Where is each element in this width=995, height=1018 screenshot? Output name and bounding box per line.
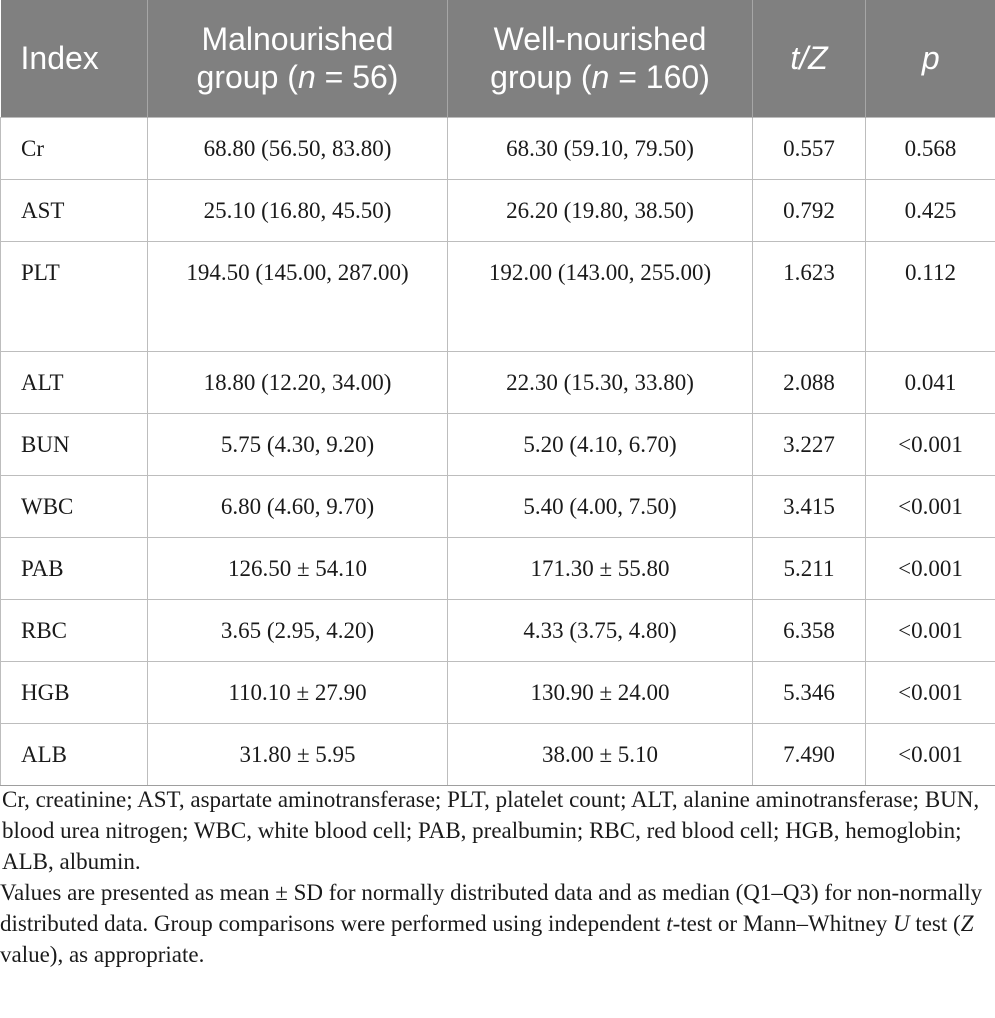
cell-p: 0.425	[865, 178, 995, 242]
cell-index: RBC	[0, 598, 148, 662]
methods-note: Values are presented as mean ± SD for no…	[0, 880, 983, 967]
cell-well-nourished: 38.00 ± 5.10	[447, 722, 753, 786]
abbreviations-note: Cr, creatinine; AST, aspartate aminotran…	[2, 787, 980, 874]
cell-well-nourished: 5.40 (4.00, 7.50)	[447, 474, 753, 538]
cell-index: AST	[0, 178, 148, 242]
cell-t-z: 2.088	[752, 350, 866, 414]
cell-t-z: 0.792	[752, 178, 866, 242]
cell-t-z: 0.557	[752, 116, 866, 180]
header-p: p	[865, 0, 995, 117]
cell-t-z: 5.346	[752, 660, 866, 724]
cell-malnourished: 25.10 (16.80, 45.50)	[147, 178, 448, 242]
cell-well-nourished: 5.20 (4.10, 6.70)	[447, 412, 753, 476]
cell-index: Cr	[0, 116, 148, 180]
table-footnotes: Cr, creatinine; AST, aspartate aminotran…	[0, 784, 990, 970]
cell-malnourished: 6.80 (4.60, 9.70)	[147, 474, 448, 538]
cell-p: <0.001	[865, 412, 995, 476]
cell-t-z: 6.358	[752, 598, 866, 662]
cell-p: 0.041	[865, 350, 995, 414]
header-index: Index	[0, 0, 148, 117]
cell-malnourished: 126.50 ± 54.10	[147, 536, 448, 600]
cell-index: PLT	[0, 240, 148, 352]
table-row: HGB 110.10 ± 27.90 130.90 ± 24.00 5.346 …	[0, 660, 995, 724]
cell-p: <0.001	[865, 722, 995, 786]
header-well-nourished: Well-nourished group (n = 160)	[447, 0, 753, 117]
cell-p: <0.001	[865, 660, 995, 724]
table-row: ALT 18.80 (12.20, 34.00) 22.30 (15.30, 3…	[0, 350, 995, 414]
cell-index: WBC	[0, 474, 148, 538]
cell-malnourished: 3.65 (2.95, 4.20)	[147, 598, 448, 662]
cell-t-z: 3.227	[752, 412, 866, 476]
cell-well-nourished: 26.20 (19.80, 38.50)	[447, 178, 753, 242]
cell-t-z: 3.415	[752, 474, 866, 538]
cell-index: ALB	[0, 722, 148, 786]
cell-malnourished: 18.80 (12.20, 34.00)	[147, 350, 448, 414]
cell-malnourished: 31.80 ± 5.95	[147, 722, 448, 786]
table-row: Cr 68.80 (56.50, 83.80) 68.30 (59.10, 79…	[0, 116, 995, 180]
cell-malnourished: 68.80 (56.50, 83.80)	[147, 116, 448, 180]
cell-malnourished: 194.50 (145.00, 287.00)	[147, 240, 448, 352]
cell-well-nourished: 192.00 (143.00, 255.00)	[447, 240, 753, 352]
cell-well-nourished: 130.90 ± 24.00	[447, 660, 753, 724]
table-row: PAB 126.50 ± 54.10 171.30 ± 55.80 5.211 …	[0, 536, 995, 600]
cell-index: BUN	[0, 412, 148, 476]
cell-p: <0.001	[865, 536, 995, 600]
table-row: RBC 3.65 (2.95, 4.20) 4.33 (3.75, 4.80) …	[0, 598, 995, 662]
cell-p: <0.001	[865, 474, 995, 538]
cell-t-z: 1.623	[752, 240, 866, 352]
cell-well-nourished: 171.30 ± 55.80	[447, 536, 753, 600]
table-row: WBC 6.80 (4.60, 9.70) 5.40 (4.00, 7.50) …	[0, 474, 995, 538]
table-row: PLT 194.50 (145.00, 287.00) 192.00 (143.…	[0, 240, 995, 352]
cell-malnourished: 5.75 (4.30, 9.20)	[147, 412, 448, 476]
results-table: Index Malnourished group (n = 56) Well-no…	[0, 0, 995, 786]
cell-t-z: 5.211	[752, 536, 866, 600]
cell-t-z: 7.490	[752, 722, 866, 786]
cell-well-nourished: 4.33 (3.75, 4.80)	[447, 598, 753, 662]
cell-p: 0.568	[865, 116, 995, 180]
table-row: AST 25.10 (16.80, 45.50) 26.20 (19.80, 3…	[0, 178, 995, 242]
cell-well-nourished: 22.30 (15.30, 33.80)	[447, 350, 753, 414]
cell-index: HGB	[0, 660, 148, 724]
cell-well-nourished: 68.30 (59.10, 79.50)	[447, 116, 753, 180]
cell-index: ALT	[0, 350, 148, 414]
header-row: Index Malnourished group (n = 56) Well-no…	[0, 0, 995, 117]
cell-p: <0.001	[865, 598, 995, 662]
table-row: BUN 5.75 (4.30, 9.20) 5.20 (4.10, 6.70) …	[0, 412, 995, 476]
cell-p: 0.112	[865, 240, 995, 352]
table-row: ALB 31.80 ± 5.95 38.00 ± 5.10 7.490 <0.0…	[0, 722, 995, 786]
cell-malnourished: 110.10 ± 27.90	[147, 660, 448, 724]
cell-index: PAB	[0, 536, 148, 600]
header-t-z: t/Z	[752, 0, 866, 117]
header-malnourished: Malnourished group (n = 56)	[147, 0, 448, 117]
